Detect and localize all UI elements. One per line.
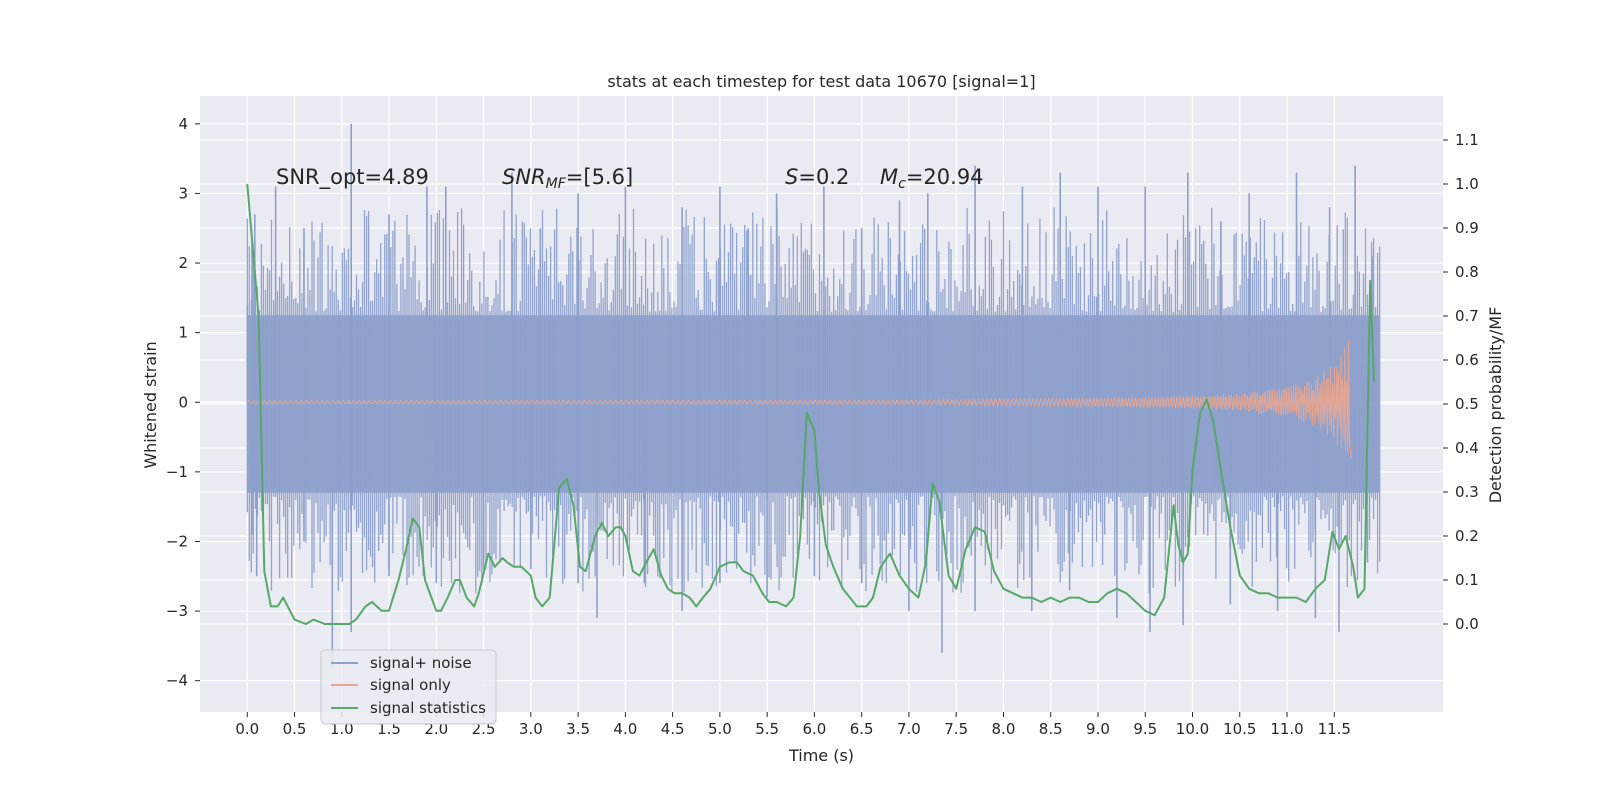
s-var: S (785, 165, 798, 189)
annotation-snr-opt: SNR_opt=4.89 (276, 165, 429, 190)
y-right-tick-label: 0.5 (1455, 395, 1479, 413)
x-tick-label: 5.0 (708, 720, 732, 738)
legend-label-signal-statistics: signal statistics (370, 699, 486, 717)
x-axis-label: Time (s) (788, 746, 854, 765)
y-right-tick-label: 0.6 (1455, 351, 1479, 369)
signal-only-line (246, 339, 1352, 458)
x-tick-label: 5.5 (755, 720, 779, 738)
annotation-mc: Mc=20.94 (880, 165, 984, 192)
x-tick-label: 0.5 (283, 720, 307, 738)
x-tick-label: 9.5 (1133, 720, 1157, 738)
y-axis-label-right: Detection probability/MF (1486, 307, 1505, 504)
x-tick-label: 10.5 (1223, 720, 1256, 738)
series-signal-only (246, 339, 1352, 458)
y-right-tick-label: 0.0 (1455, 615, 1479, 633)
signal-noise-peaks (246, 123, 1373, 667)
y-right-tick-label: 0.3 (1455, 483, 1479, 501)
y-left-tick-label: 3 (178, 184, 188, 202)
x-tick-label: 11.5 (1318, 720, 1351, 738)
series-signal-statistics (246, 183, 1375, 625)
y-left-tick-label: 1 (178, 324, 188, 342)
y-left-tick-label: 2 (178, 254, 188, 272)
y-right-tick-label: 1.0 (1455, 175, 1479, 193)
x-tick-label: 7.5 (944, 720, 968, 738)
x-tick-label: 10.0 (1176, 720, 1209, 738)
chart-title: stats at each timestep for test data 106… (607, 72, 1035, 91)
y-left-tick-label: −2 (166, 532, 188, 550)
y-axis-label-left: Whitened strain (141, 341, 160, 468)
s-value: =0.2 (798, 165, 849, 189)
mc-main: M (880, 165, 898, 189)
y-right-tick-label: 0.8 (1455, 263, 1479, 281)
x-tick-label: 9.0 (1086, 720, 1110, 738)
y-left-tick-label: −4 (166, 672, 188, 690)
x-tick-label: 7.0 (897, 720, 921, 738)
x-tick-label: 6.0 (802, 720, 826, 738)
legend-label-signal-only: signal only (370, 676, 451, 694)
legend: signal+ noise signal only signal statist… (320, 649, 497, 725)
x-tick-label: 3.5 (566, 720, 590, 738)
legend-label-signal-noise: signal+ noise (370, 654, 472, 672)
y-right-tick-label: 0.2 (1455, 527, 1479, 545)
snr-mf-main: SNR (502, 165, 546, 189)
y-right-tick-label: 0.4 (1455, 439, 1479, 457)
x-tick-label: 11.0 (1270, 720, 1303, 738)
y-left-tick-label: −1 (166, 463, 188, 481)
x-tick-label: 8.0 (992, 720, 1016, 738)
x-tick-label: 0.0 (235, 720, 259, 738)
y-left-tick-label: 0 (178, 393, 188, 411)
x-tick-label: 8.5 (1039, 720, 1063, 738)
x-tick-label: 4.5 (661, 720, 685, 738)
x-tick-label: 6.5 (850, 720, 874, 738)
snr-mf-sub: MF (546, 176, 567, 192)
signal-statistics-line (246, 183, 1375, 625)
x-tick-label: 4.0 (613, 720, 637, 738)
y-right-tick-label: 1.1 (1455, 131, 1479, 149)
legend-box (320, 649, 497, 725)
mc-sub: c (898, 176, 906, 192)
data-series (246, 123, 1381, 667)
y-right-tick-label: 0.7 (1455, 307, 1479, 325)
annotations: SNR_opt=4.89 SNRMF=[5.6] S=0.2 Mc=20.94 (276, 165, 984, 192)
y-left-tick-label: −3 (166, 602, 188, 620)
axis-ticks: 0.0 0.5 1.0 1.5 2.0 2.5 3.0 3.5 4.0 4.5 5.0 5.5 6.0 6… (166, 115, 1479, 738)
y-right-tick-label: 0.1 (1455, 571, 1479, 589)
mc-value: =20.94 (906, 165, 984, 189)
y-left-tick-label: 4 (178, 115, 188, 133)
annotation-snr-mf: SNRMF=[5.6] (502, 165, 633, 192)
x-tick-label: 3.0 (519, 720, 543, 738)
snr-mf-value: =[5.6] (566, 165, 633, 189)
y-right-tick-label: 0.9 (1455, 219, 1479, 237)
annotation-s: S=0.2 (785, 165, 849, 189)
